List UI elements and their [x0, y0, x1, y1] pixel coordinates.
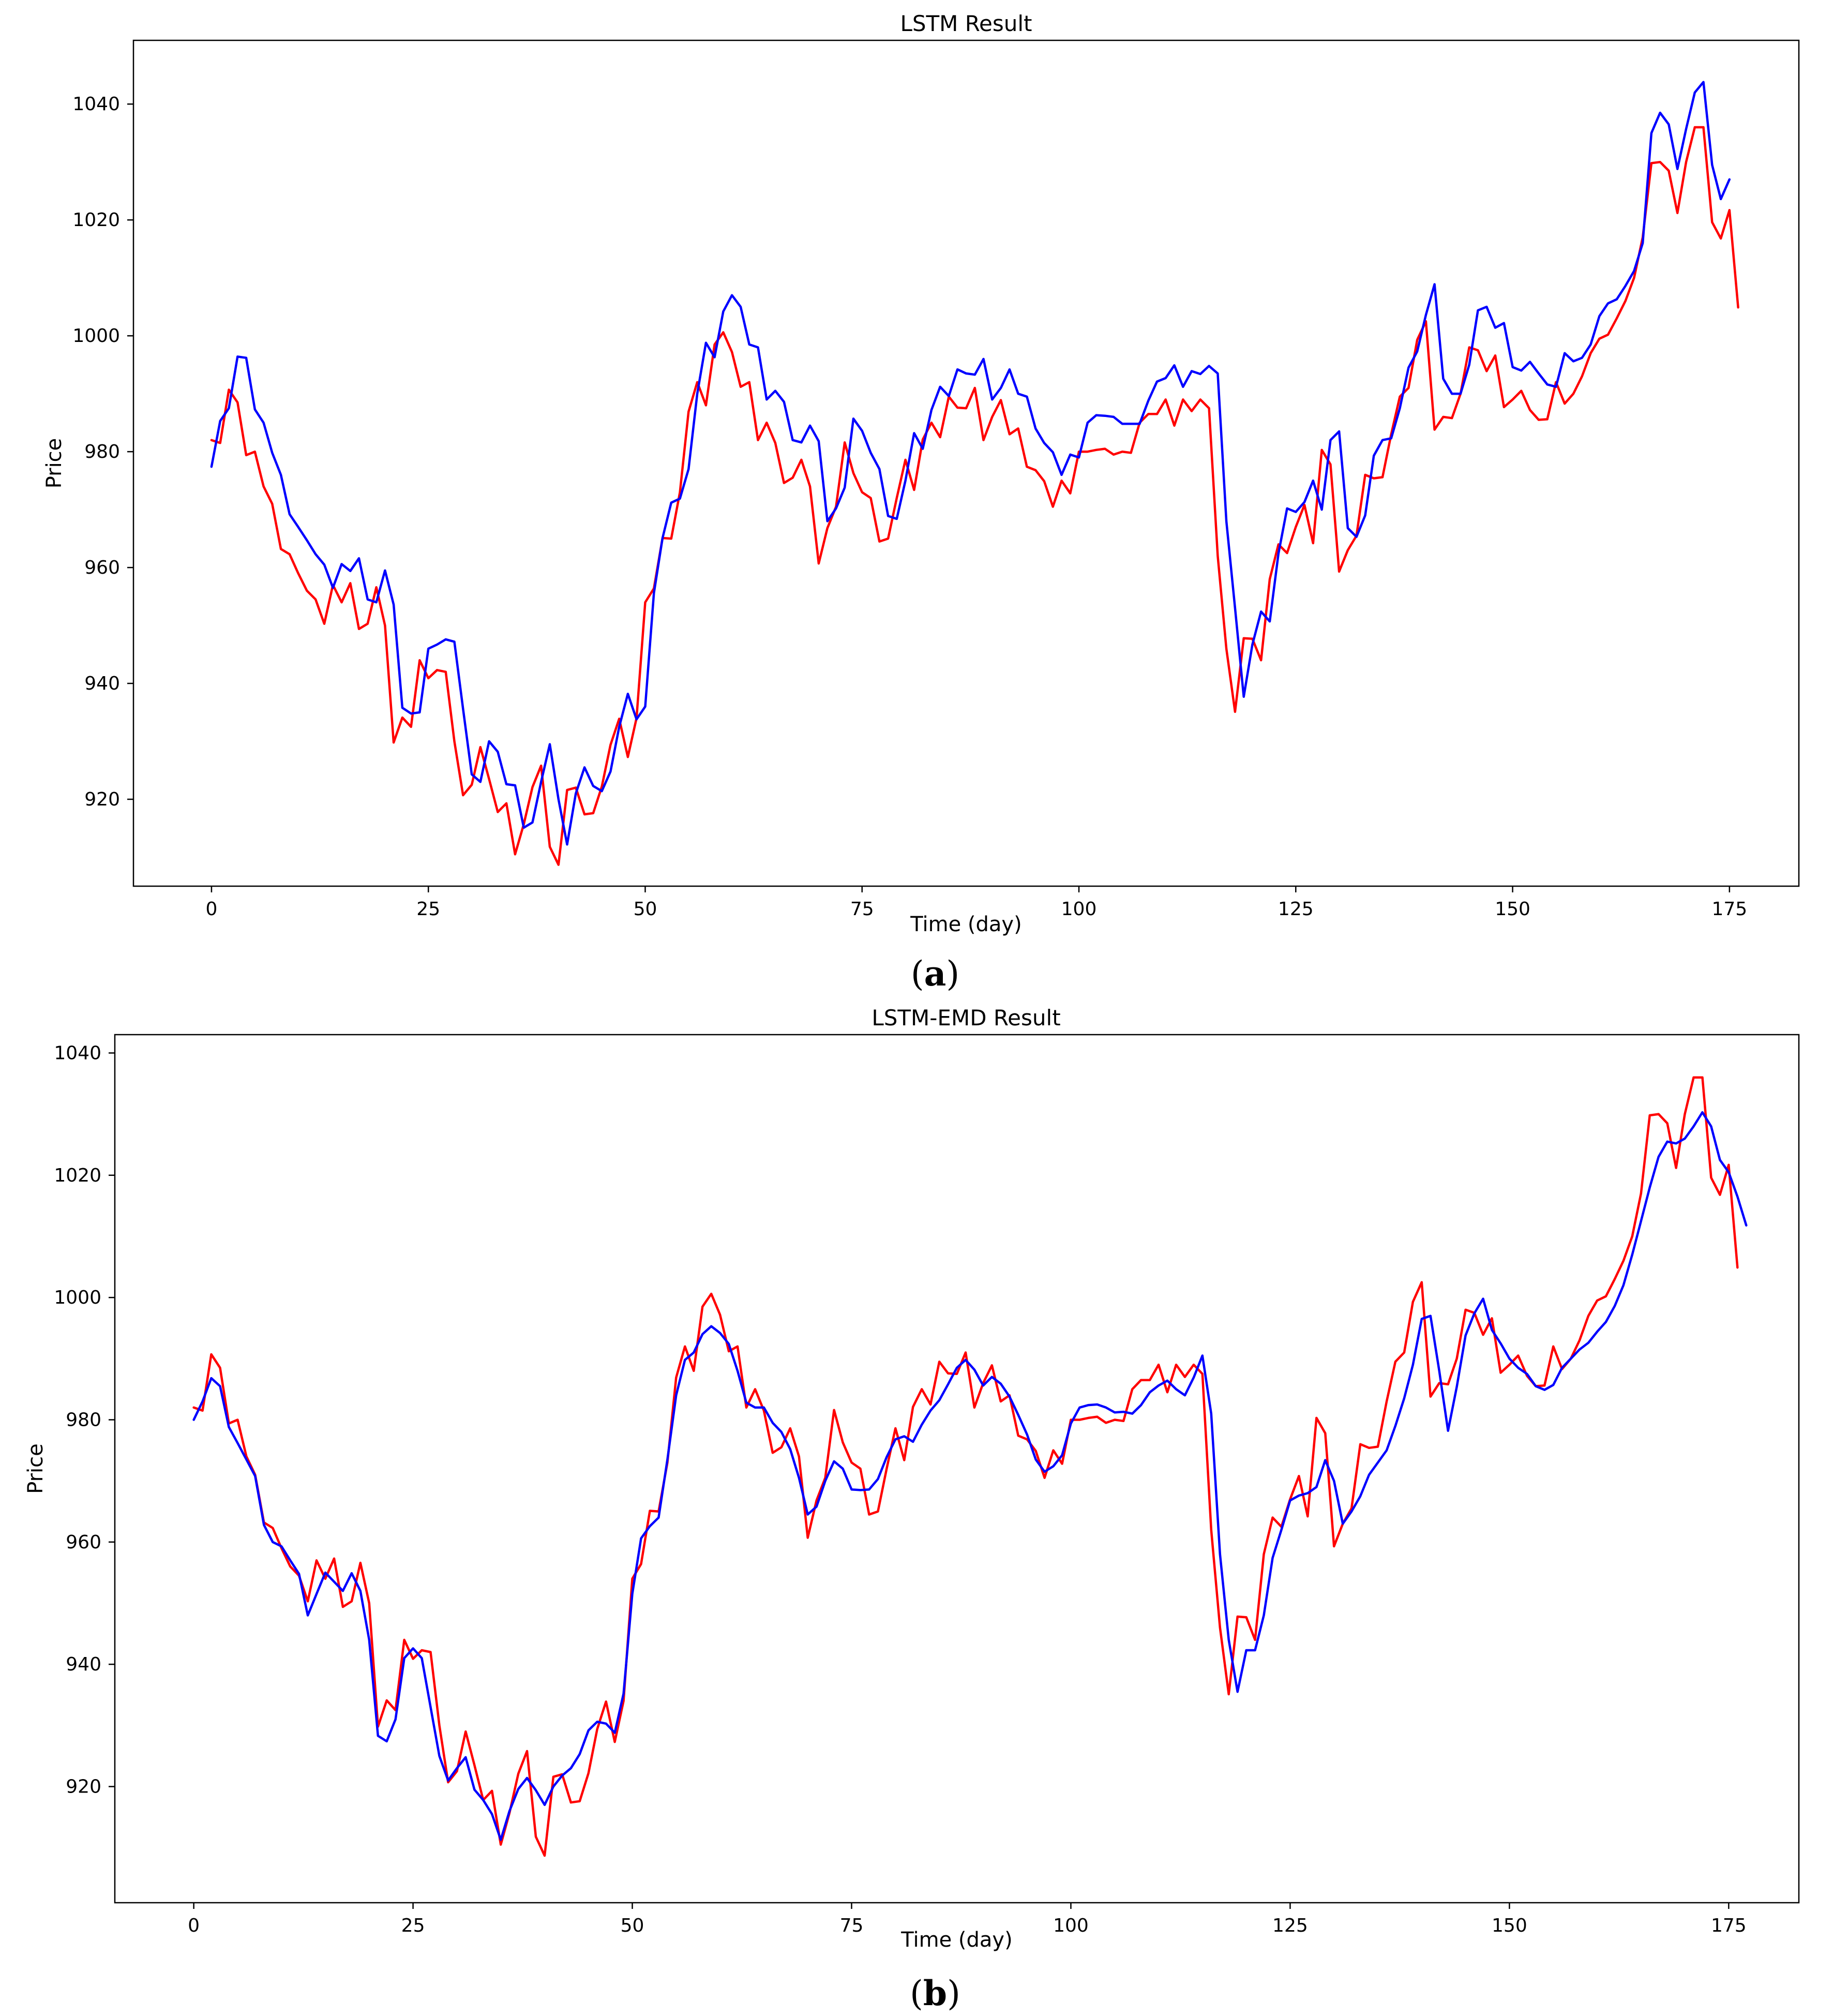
- series-line-predicted: [192, 1111, 1748, 1841]
- x-tick-label: 0: [188, 1915, 200, 1936]
- x-tick-label: 175: [1711, 1915, 1747, 1936]
- y-tick-label: 1040: [72, 94, 120, 115]
- x-tick-label: 25: [401, 1915, 425, 1936]
- y-tick-label: 980: [66, 1409, 101, 1430]
- x-tick-label: 150: [1492, 1915, 1527, 1936]
- x-axis: 0 25 50 75 100 125 150 175: [188, 1903, 1747, 1936]
- chart-title: LSTM Result: [900, 11, 1032, 36]
- x-tick-label: 50: [634, 899, 657, 920]
- series-line-actual: [192, 1076, 1739, 1857]
- x-tick-label: 125: [1278, 899, 1314, 920]
- x-axis-label: Time (day): [910, 913, 1021, 936]
- x-tick-label: 100: [1053, 1915, 1089, 1936]
- caption-a: (a): [911, 953, 959, 994]
- y-tick-label: 920: [84, 789, 120, 810]
- chart-title: LSTM-EMD Result: [872, 1005, 1060, 1031]
- y-tick-label: 940: [66, 1654, 101, 1675]
- x-tick-label: 150: [1495, 899, 1530, 920]
- x-tick-label: 100: [1061, 899, 1097, 920]
- x-tick-label: 0: [205, 899, 217, 920]
- y-axis-label: Price: [24, 1443, 48, 1494]
- y-tick-label: 980: [84, 441, 120, 462]
- y-tick-label: 1000: [72, 325, 120, 347]
- x-tick-label: 75: [850, 899, 874, 920]
- x-tick-label: 25: [416, 899, 440, 920]
- y-tick-label: 960: [66, 1532, 101, 1553]
- series-line-predicted: [210, 81, 1731, 846]
- x-tick-label: 175: [1711, 899, 1747, 920]
- y-axis: 920 940 960 980 1000 1020 1040: [72, 94, 133, 810]
- y-tick-label: 920: [66, 1776, 101, 1797]
- chart-panel-b: LSTM-EMD Result 920940960980100010201040…: [24, 1005, 1800, 1952]
- series-layer: [192, 1076, 1748, 1857]
- series-layer: [210, 81, 1739, 866]
- plot-frame: [114, 1034, 1800, 1904]
- y-tick-label: 1020: [72, 210, 120, 231]
- caption-b: (b): [910, 1973, 960, 2013]
- plot-frame: [132, 39, 1800, 887]
- y-axis: 920 940 960 980 1000 1020 1040: [54, 1042, 115, 1797]
- x-tick-label: 125: [1272, 1915, 1308, 1936]
- x-axis: 0 25 50 75 100 125 150 175: [205, 886, 1747, 920]
- y-tick-label: 940: [84, 673, 120, 694]
- y-tick-label: 1040: [54, 1042, 101, 1064]
- y-axis-label: Price: [42, 438, 66, 489]
- y-tick-label: 1000: [54, 1287, 101, 1308]
- y-tick-label: 960: [84, 557, 120, 578]
- x-tick-label: 75: [840, 1915, 864, 1936]
- y-tick-label: 1020: [54, 1165, 101, 1186]
- series-line-actual: [210, 126, 1739, 866]
- x-axis-label: Time (day): [900, 1928, 1012, 1952]
- chart-panel-a: LSTM Result 920 940 960 980 1000 1020 1040 0 25…: [42, 11, 1800, 936]
- x-tick-label: 50: [621, 1915, 644, 1936]
